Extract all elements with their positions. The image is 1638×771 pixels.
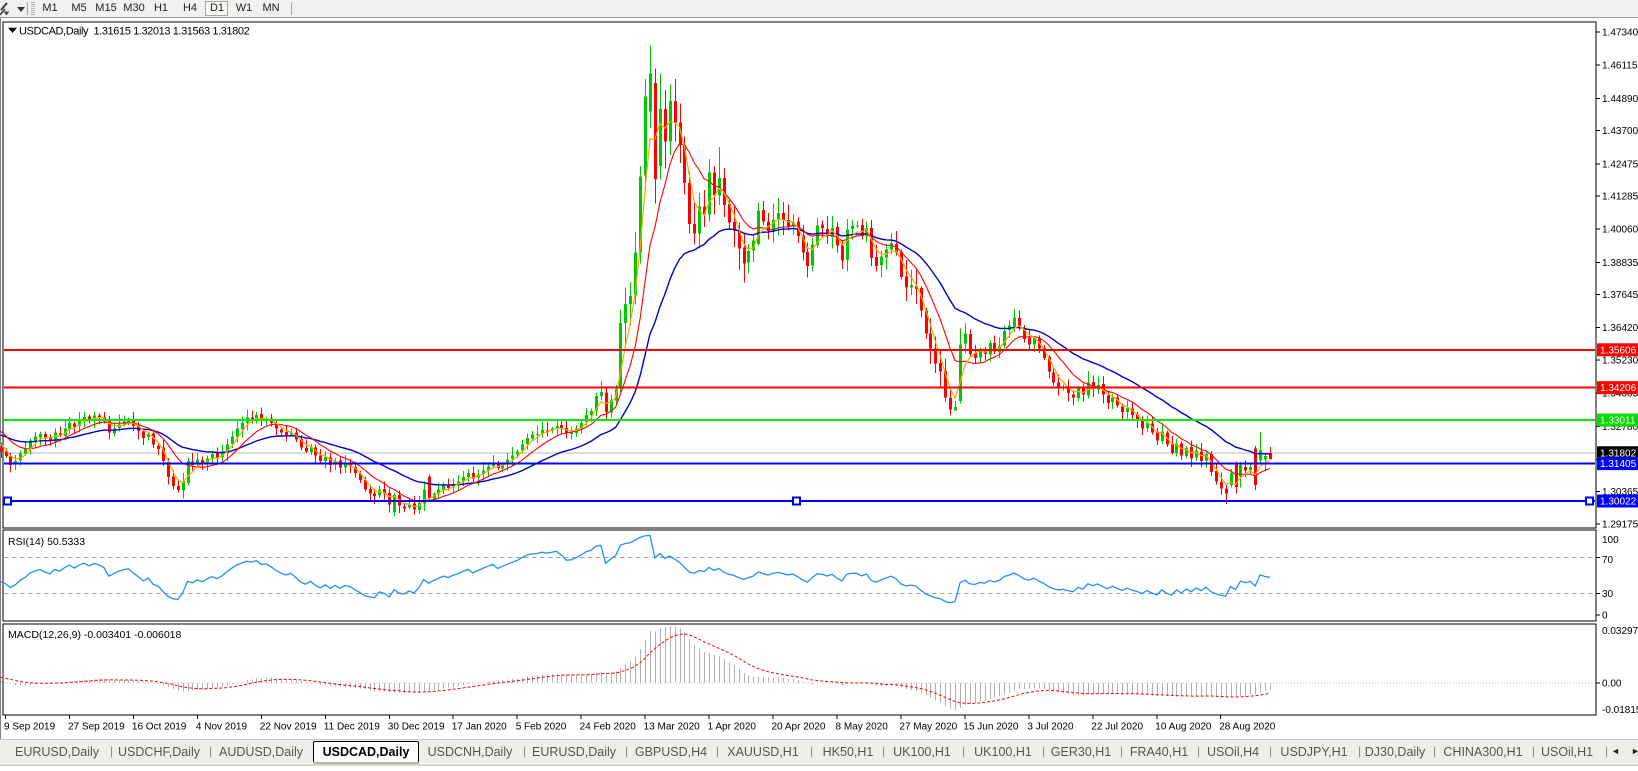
svg-text:1.32780: 1.32780 bbox=[1602, 422, 1638, 433]
svg-text:0.00: 0.00 bbox=[1602, 678, 1622, 689]
svg-text:8 May 2020: 8 May 2020 bbox=[836, 722, 889, 733]
svg-text:10 Aug 2020: 10 Aug 2020 bbox=[1155, 722, 1212, 733]
svg-text:1.33011: 1.33011 bbox=[1600, 416, 1636, 427]
svg-text:30: 30 bbox=[1602, 589, 1614, 600]
svg-text:4 Nov 2019: 4 Nov 2019 bbox=[196, 722, 248, 733]
svg-text:13 Mar 2020: 13 Mar 2020 bbox=[644, 722, 701, 733]
svg-text:1.29175: 1.29175 bbox=[1602, 519, 1638, 530]
svg-text:1.42475: 1.42475 bbox=[1602, 159, 1638, 170]
svg-text:1.37645: 1.37645 bbox=[1602, 290, 1638, 301]
svg-text:0: 0 bbox=[1602, 611, 1608, 622]
svg-text:1.30022: 1.30022 bbox=[1600, 497, 1637, 508]
svg-text:20 Apr 2020: 20 Apr 2020 bbox=[772, 722, 826, 733]
svg-text:1.34206: 1.34206 bbox=[1600, 383, 1637, 394]
svg-text:11 Dec 2019: 11 Dec 2019 bbox=[324, 722, 380, 733]
svg-text:27 May 2020: 27 May 2020 bbox=[899, 722, 957, 733]
svg-text:30 Dec 2019: 30 Dec 2019 bbox=[388, 722, 445, 733]
svg-text:0.032972: 0.032972 bbox=[1602, 626, 1638, 637]
svg-text:1.31802: 1.31802 bbox=[1600, 448, 1637, 459]
svg-text:22 Nov 2019: 22 Nov 2019 bbox=[260, 722, 317, 733]
svg-text:1 Apr 2020: 1 Apr 2020 bbox=[708, 722, 757, 733]
svg-text:1.46115: 1.46115 bbox=[1602, 61, 1638, 72]
svg-text:-0.018154: -0.018154 bbox=[1602, 705, 1638, 716]
svg-text:9 Sep 2019: 9 Sep 2019 bbox=[4, 722, 56, 733]
svg-text:1.35230: 1.35230 bbox=[1602, 356, 1638, 367]
svg-text:16 Oct 2019: 16 Oct 2019 bbox=[132, 722, 187, 733]
svg-text:15 Jun 2020: 15 Jun 2020 bbox=[963, 722, 1018, 733]
svg-text:24 Feb 2020: 24 Feb 2020 bbox=[580, 722, 637, 733]
svg-text:28 Aug 2020: 28 Aug 2020 bbox=[1219, 722, 1276, 733]
svg-text:RSI(14) 50.5333: RSI(14) 50.5333 bbox=[8, 536, 85, 548]
svg-text:5 Feb 2020: 5 Feb 2020 bbox=[516, 722, 567, 733]
svg-text:17 Jan 2020: 17 Jan 2020 bbox=[452, 722, 507, 733]
svg-text:1.31405: 1.31405 bbox=[1600, 459, 1637, 470]
svg-text:22 Jul 2020: 22 Jul 2020 bbox=[1091, 722, 1143, 733]
svg-text:1.43700: 1.43700 bbox=[1602, 126, 1638, 137]
svg-text:1.35606: 1.35606 bbox=[1600, 345, 1637, 356]
svg-text:MACD(12,26,9) -0.003401 -0.006: MACD(12,26,9) -0.003401 -0.006018 bbox=[8, 629, 182, 641]
svg-text:1.38835: 1.38835 bbox=[1602, 258, 1638, 269]
svg-text:1.47340: 1.47340 bbox=[1602, 28, 1638, 39]
svg-text:1.30365: 1.30365 bbox=[1602, 487, 1638, 498]
svg-text:1.41285: 1.41285 bbox=[1602, 192, 1638, 203]
svg-text:70: 70 bbox=[1602, 555, 1614, 566]
svg-text:1.40060: 1.40060 bbox=[1602, 225, 1638, 236]
svg-text:1.36420: 1.36420 bbox=[1602, 323, 1638, 334]
svg-text:3 Jul 2020: 3 Jul 2020 bbox=[1027, 722, 1074, 733]
svg-text:27 Sep 2019: 27 Sep 2019 bbox=[68, 722, 125, 733]
svg-text:USDCAD,Daily 1.31615 1.32013: USDCAD,Daily 1.31615 1.32013 1.31563 1.3… bbox=[19, 26, 250, 38]
svg-text:1.44890: 1.44890 bbox=[1602, 94, 1638, 105]
svg-text:100: 100 bbox=[1602, 535, 1619, 546]
